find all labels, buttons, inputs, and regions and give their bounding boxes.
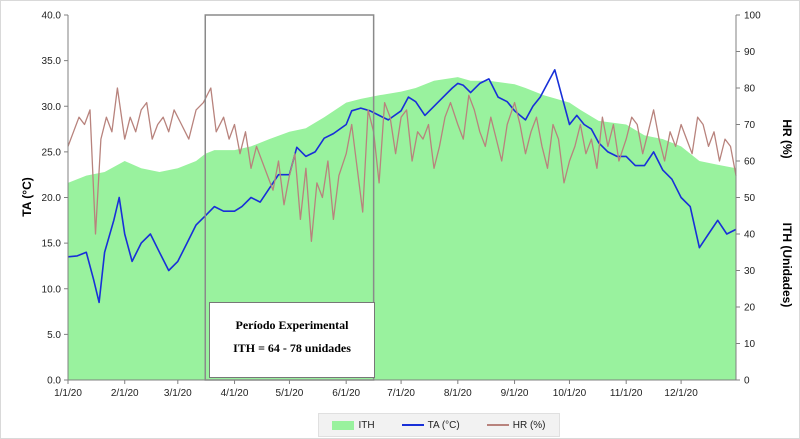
y-right-axis-title-hr: HR (%) [780, 119, 794, 158]
y-right-tick-label: 100 [744, 11, 761, 22]
y-right-tick-label: 40 [744, 230, 756, 241]
experimental-period-box: Período Experimental ITH = 64 - 78 unida… [209, 302, 375, 378]
legend-label-ith: ITH [358, 419, 375, 431]
x-tick-label: 12/1/20 [664, 388, 698, 399]
legend: ITH TA (°C) HR (%) [318, 413, 560, 437]
legend-swatch-hr [486, 424, 509, 426]
line-series-layer [67, 69, 737, 304]
x-tick-label: 9/1/20 [501, 388, 529, 399]
annotation-line-1: Período Experimental [235, 318, 349, 332]
x-tick-label: 10/1/20 [553, 388, 587, 399]
y-right-tick-label: 10 [744, 339, 756, 350]
legend-label-hr: HR (%) [512, 419, 546, 431]
legend-swatch-ith [332, 420, 355, 430]
x-tick-label: 1/1/20 [54, 388, 82, 399]
x-tick-label: 3/1/20 [164, 388, 192, 399]
x-tick-label: 6/1/20 [332, 388, 360, 399]
series-ta-line [67, 69, 737, 304]
x-tick-label: 5/1/20 [276, 388, 304, 399]
x-tick-label: 4/1/20 [221, 388, 249, 399]
y-right-axis-title-ith: ITH (Unidades) [780, 223, 794, 308]
y-left-tick-label: 0.0 [47, 376, 61, 387]
experimental-period-outline [204, 14, 375, 381]
series-hr-line [67, 87, 737, 242]
y-right-tick-label: 60 [744, 157, 756, 168]
y-left-tick-label: 15.0 [42, 239, 62, 250]
y-left-axis-title: TA (°C) [20, 177, 34, 216]
y-right-tick-label: 30 [744, 266, 756, 277]
y-left-tick-label: 35.0 [42, 56, 62, 67]
axes-layer: 0.0 5.0 10.0 15.0 20.0 25.0 30.0 35.0 40.0 0 10 20 3… [20, 11, 794, 400]
y-right-tick-label: 90 [744, 47, 756, 58]
legend-item-ta: TA (°C) [401, 419, 460, 431]
annotation-line-2: ITH = 64 - 78 unidades [233, 341, 351, 355]
y-left-tick-label: 25.0 [42, 147, 62, 158]
y-right-tick-label: 50 [744, 193, 756, 204]
y-right-tick-label: 20 [744, 303, 756, 314]
y-right-tick-label: 80 [744, 84, 756, 95]
x-tick-label: 2/1/20 [111, 388, 139, 399]
legend-item-ith: ITH [332, 419, 375, 431]
legend-swatch-ta [401, 424, 424, 426]
x-tick-label: 7/1/20 [387, 388, 415, 399]
legend-label-ta: TA (°C) [427, 419, 460, 431]
y-right-tick-label: 70 [744, 120, 756, 131]
y-left-tick-label: 30.0 [42, 102, 62, 113]
x-tick-label: 11/1/20 [610, 388, 643, 399]
y-right-tick-label: 0 [744, 376, 750, 387]
y-left-tick-label: 5.0 [47, 330, 61, 341]
y-left-tick-label: 40.0 [42, 11, 62, 22]
y-left-tick-label: 20.0 [42, 193, 62, 204]
x-tick-label: 8/1/20 [444, 388, 472, 399]
legend-item-hr: HR (%) [486, 419, 546, 431]
annotation-layer [204, 14, 375, 381]
y-left-tick-label: 10.0 [42, 284, 62, 295]
